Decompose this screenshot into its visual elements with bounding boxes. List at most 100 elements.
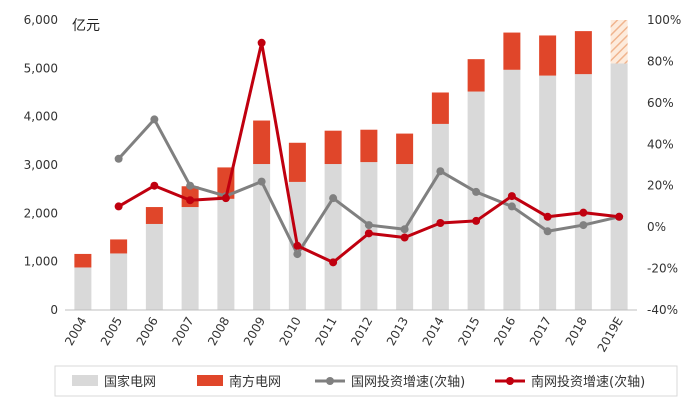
x-tick-label: 2010 bbox=[277, 315, 304, 348]
x-axis: 2004 2005 2006 2007 2008 2009 2010 2011 2012 2013… bbox=[62, 315, 626, 355]
right-tick-label: 60% bbox=[647, 96, 674, 110]
x-tick-label: 2007 bbox=[169, 315, 196, 348]
point-state-grid-growth bbox=[543, 227, 552, 236]
bar-state-grid bbox=[574, 74, 592, 310]
point-state-grid-growth bbox=[257, 177, 266, 186]
left-tick-label: 3,000 bbox=[24, 158, 58, 172]
x-tick-label: 2006 bbox=[134, 315, 161, 348]
point-state-grid-growth bbox=[186, 181, 195, 190]
point-southern-grid-growth bbox=[257, 38, 266, 47]
bar-southern-grid bbox=[288, 142, 306, 182]
bar-state-grid bbox=[145, 223, 163, 310]
point-state-grid-growth bbox=[579, 221, 588, 230]
left-tick-label: 4,000 bbox=[24, 110, 58, 124]
point-state-grid-growth bbox=[507, 202, 516, 211]
point-southern-grid-growth bbox=[150, 181, 159, 190]
legend-marker-southern-grid bbox=[506, 377, 514, 385]
legend-label: 国网投资增速(次轴) bbox=[351, 374, 465, 390]
unit-label: 亿元 bbox=[72, 18, 100, 34]
bar-state-grid bbox=[610, 63, 628, 310]
point-southern-grid-growth bbox=[579, 208, 588, 217]
x-tick-label: 2004 bbox=[62, 315, 89, 348]
bar-southern-grid bbox=[360, 129, 378, 163]
x-tick-label: 2014 bbox=[420, 315, 447, 348]
x-tick-label: 2013 bbox=[384, 315, 411, 348]
x-tick-label: 2008 bbox=[205, 315, 232, 348]
point-southern-grid-growth bbox=[400, 233, 409, 242]
bar-southern-grid bbox=[145, 207, 163, 224]
bar-southern-grid bbox=[467, 59, 485, 92]
legend: 国家电网 南方电网 国网投资增速(次轴) 南网投资增速(次轴) bbox=[54, 365, 678, 397]
bar-southern-grid bbox=[74, 253, 92, 268]
bar-state-grid bbox=[74, 267, 92, 310]
point-southern-grid-growth bbox=[543, 212, 552, 221]
bar-state-grid bbox=[217, 198, 235, 310]
legend-frame bbox=[54, 365, 678, 397]
point-southern-grid-growth bbox=[615, 212, 624, 221]
bar-southern-grid bbox=[503, 32, 521, 70]
point-southern-grid-growth bbox=[364, 229, 373, 238]
point-state-grid-growth bbox=[114, 154, 123, 163]
x-tick-label: 2019E bbox=[595, 315, 626, 355]
point-southern-grid-growth bbox=[114, 202, 123, 211]
x-tick-label: 2018 bbox=[563, 315, 590, 348]
point-southern-grid-growth bbox=[472, 216, 481, 225]
right-tick-label: -20% bbox=[647, 262, 678, 276]
bar-state-grid bbox=[253, 164, 271, 310]
bar-state-grid bbox=[467, 91, 485, 311]
legend-label: 国家电网 bbox=[104, 374, 156, 390]
left-tick-label: 2,000 bbox=[24, 206, 58, 220]
bar-southern-grid bbox=[431, 92, 449, 124]
right-axis: -40% -20% 0% 20% 40% 60% 80% 100% bbox=[647, 13, 681, 317]
bar-state-grid bbox=[181, 207, 199, 310]
left-tick-label: 6,000 bbox=[24, 13, 58, 27]
point-southern-grid-growth bbox=[436, 219, 445, 227]
bar-southern-grid bbox=[610, 20, 628, 64]
right-tick-label: -40% bbox=[647, 303, 678, 317]
legend-swatch-state-grid bbox=[72, 375, 98, 386]
legend-label: 南方电网 bbox=[229, 374, 281, 390]
bar-state-grid bbox=[503, 69, 521, 311]
point-southern-grid-growth bbox=[221, 194, 230, 203]
bar-southern-grid bbox=[539, 35, 557, 76]
point-state-grid-growth bbox=[150, 115, 159, 124]
left-tick-label: 5,000 bbox=[24, 61, 58, 75]
point-state-grid-growth bbox=[472, 187, 481, 196]
bar-southern-grid bbox=[574, 31, 592, 75]
x-tick-label: 2015 bbox=[455, 315, 482, 348]
legend-swatch-southern-grid bbox=[197, 375, 223, 386]
x-tick-label: 2011 bbox=[312, 315, 339, 348]
line-series bbox=[114, 38, 624, 267]
point-southern-grid-growth bbox=[329, 258, 338, 267]
point-state-grid-growth bbox=[293, 250, 302, 259]
point-state-grid-growth bbox=[364, 221, 373, 230]
point-state-grid-growth bbox=[329, 194, 338, 203]
bar-southern-grid bbox=[253, 120, 271, 165]
point-southern-grid-growth bbox=[507, 192, 516, 201]
left-tick-label: 0 bbox=[50, 303, 58, 317]
point-southern-grid-growth bbox=[293, 241, 302, 250]
right-tick-label: 20% bbox=[647, 179, 674, 193]
right-tick-label: 100% bbox=[647, 13, 681, 27]
right-tick-label: 0% bbox=[647, 220, 666, 234]
x-tick-label: 2012 bbox=[348, 315, 375, 348]
x-tick-label: 2016 bbox=[491, 315, 518, 348]
point-state-grid-growth bbox=[436, 167, 445, 176]
x-tick-label: 2005 bbox=[98, 315, 125, 348]
right-tick-label: 80% bbox=[647, 54, 674, 68]
x-tick-label: 2017 bbox=[527, 315, 554, 348]
right-tick-label: 40% bbox=[647, 137, 674, 151]
bar-state-grid bbox=[324, 164, 342, 310]
bar-southern-grid bbox=[324, 130, 342, 165]
left-tick-label: 1,000 bbox=[24, 255, 58, 269]
point-state-grid-growth bbox=[400, 225, 409, 234]
left-axis: 0 1,000 2,000 3,000 4,000 5,000 6,000 bbox=[24, 13, 58, 317]
legend-label: 南网投资增速(次轴) bbox=[531, 374, 645, 390]
bar-state-grid bbox=[539, 75, 557, 310]
bar-series bbox=[74, 20, 628, 311]
x-tick-label: 2009 bbox=[241, 315, 268, 348]
point-southern-grid-growth bbox=[186, 196, 195, 205]
bar-state-grid bbox=[431, 123, 449, 311]
bar-southern-grid bbox=[110, 239, 128, 254]
